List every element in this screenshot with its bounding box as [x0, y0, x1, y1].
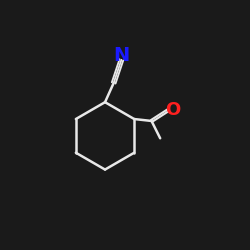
Text: N: N: [113, 46, 130, 64]
Text: O: O: [165, 101, 180, 119]
